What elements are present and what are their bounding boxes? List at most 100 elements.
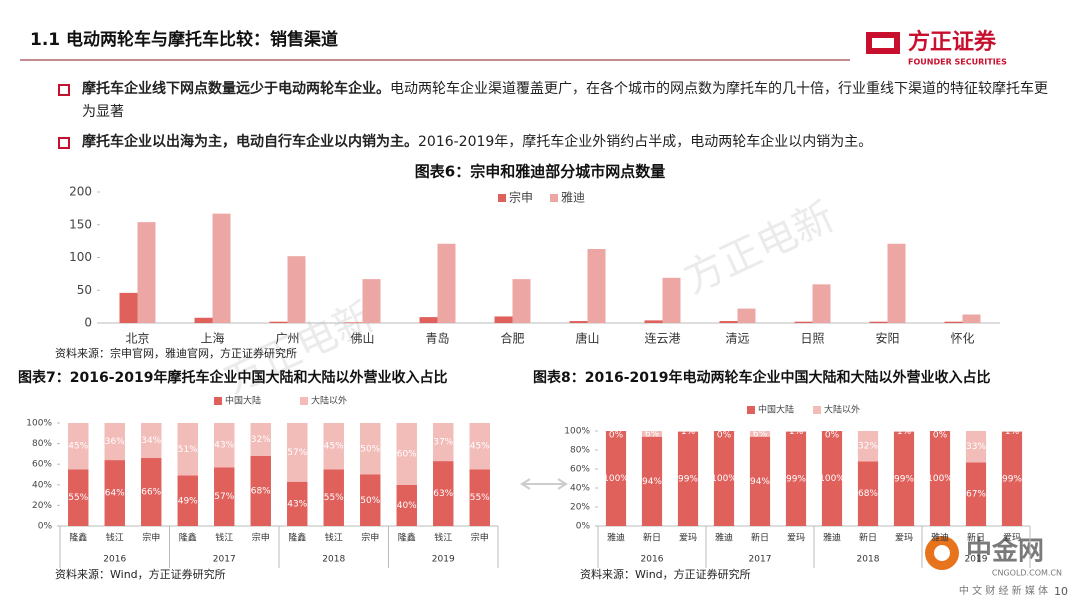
bullet-text: 电动两轮车企业渠道覆盖更广，在各个城市的网点数为摩托车的几十倍，行业重线下渠道的… [82, 81, 1048, 120]
data-label: 33% [966, 442, 986, 452]
logo-icon [866, 32, 900, 54]
group-label: 2016 [641, 555, 664, 565]
bar-segment [821, 431, 843, 526]
x-tick-label: 宗申 [361, 532, 379, 544]
group-label: 2018 [322, 555, 345, 565]
bar-segment [177, 475, 198, 526]
data-label: 55% [68, 493, 88, 503]
bar [794, 321, 813, 323]
data-label: 6% [645, 429, 660, 439]
y-tick-label: 0 [84, 316, 92, 330]
y-tick-label: 100% [564, 427, 590, 437]
data-label: 68% [251, 486, 271, 496]
x-tick-label: 雅迪 [823, 532, 841, 544]
bar-segment [929, 431, 951, 526]
source: 资料来源：宗申官网，雅迪官网，方正证券研究所 [55, 346, 297, 360]
bar-segment [433, 423, 454, 462]
x-tick-label: 雅迪 [931, 532, 949, 544]
x-tick-label: 隆鑫 [179, 532, 197, 544]
bar [269, 321, 288, 323]
bar [719, 321, 738, 323]
data-label: 0% [717, 431, 732, 441]
legend-label: 大陆以外 [824, 404, 860, 416]
x-tick-label: 隆鑫 [398, 532, 416, 544]
bar-segment [177, 423, 198, 476]
x-tick-label: 广州 [275, 332, 299, 346]
data-label: 100% [819, 474, 845, 484]
bar [812, 284, 831, 323]
footer-brand: 中金网 [966, 536, 1044, 567]
data-label: 40% [397, 501, 417, 511]
legend-label: 中国大陆 [225, 395, 261, 407]
bar-segment [857, 431, 879, 462]
chart-title: 图表6：宗申和雅迪部分城市网点数量 [415, 163, 665, 181]
data-label: 64% [105, 489, 125, 499]
data-label: 99% [786, 474, 806, 484]
data-label: 94% [642, 477, 662, 487]
y-tick-label: 150 [69, 217, 92, 231]
bar [587, 248, 606, 323]
bar-segment [360, 474, 381, 526]
data-label: 49% [178, 496, 198, 506]
x-tick-label: 新日 [859, 532, 877, 544]
bar-segment [1001, 431, 1023, 432]
bar-segment [605, 431, 627, 526]
bar-segment [641, 436, 663, 526]
data-label: 67% [966, 490, 986, 500]
x-tick-label: 雅迪 [607, 532, 625, 544]
bar [437, 243, 456, 323]
bullet-bold: 摩托车企业以出海为主，电动自行车企业以内销为主。 [82, 134, 418, 150]
data-label: 100% [927, 474, 953, 484]
x-tick-label: 钱江 [325, 532, 343, 544]
bar-segment [469, 423, 490, 470]
bar [212, 213, 231, 323]
legend-label: 宗申 [509, 190, 533, 205]
data-label: 43% [214, 441, 234, 451]
source: 资料来源：Wind，方正证券研究所 [55, 567, 226, 581]
chart-title: 图表7：2016-2019年摩托车企业中国大陆和大陆以外营业收入占比 [18, 369, 447, 386]
footer-slogan: 中 文 财 经 新 媒 体 [959, 584, 1048, 597]
bar-segment [396, 484, 417, 526]
data-label: 99% [678, 474, 698, 484]
bar-segment [141, 458, 162, 526]
x-tick-label: 钱江 [215, 532, 233, 544]
x-tick-label: 爱玛 [1003, 533, 1021, 544]
bar-segment [677, 431, 699, 526]
bar [344, 322, 363, 323]
data-label: 66% [141, 488, 161, 498]
bar-segment [68, 469, 89, 526]
group-label: 2017 [749, 555, 772, 565]
page-number: 10 [1054, 585, 1068, 598]
bar [137, 222, 156, 323]
data-label: 57% [214, 492, 234, 502]
bar-segment [141, 423, 162, 459]
data-label: 55% [470, 493, 490, 503]
bar [662, 277, 681, 323]
y-tick-label: 40% [570, 484, 590, 494]
bar-segment [749, 436, 771, 526]
bar-segment [323, 423, 344, 470]
data-label: 68% [858, 489, 878, 499]
legend-swatch [498, 194, 506, 202]
data-label: 1% [1005, 427, 1020, 437]
bar [194, 317, 213, 323]
bar-segment [785, 431, 807, 432]
data-label: 100% [711, 474, 737, 484]
y-tick-label: 0% [576, 522, 591, 532]
x-tick-label: 清远 [725, 332, 749, 346]
bar-segment [641, 431, 663, 437]
bar-segment [104, 423, 125, 461]
bar-segment [965, 462, 987, 526]
bar [362, 279, 381, 323]
legend-swatch [550, 194, 558, 202]
bar [569, 321, 588, 323]
bar [119, 292, 138, 323]
legend-label: 中国大陆 [758, 404, 794, 416]
bar [644, 320, 663, 323]
bar-segment [785, 431, 807, 526]
bullets: 摩托车企业线下网点数量远少于电动两轮车企业。电动两轮车企业渠道覆盖更广，在各个城… [58, 78, 1048, 161]
bar-segment [287, 481, 308, 526]
y-tick-label: 50 [77, 283, 92, 297]
data-label: 1% [789, 427, 804, 437]
